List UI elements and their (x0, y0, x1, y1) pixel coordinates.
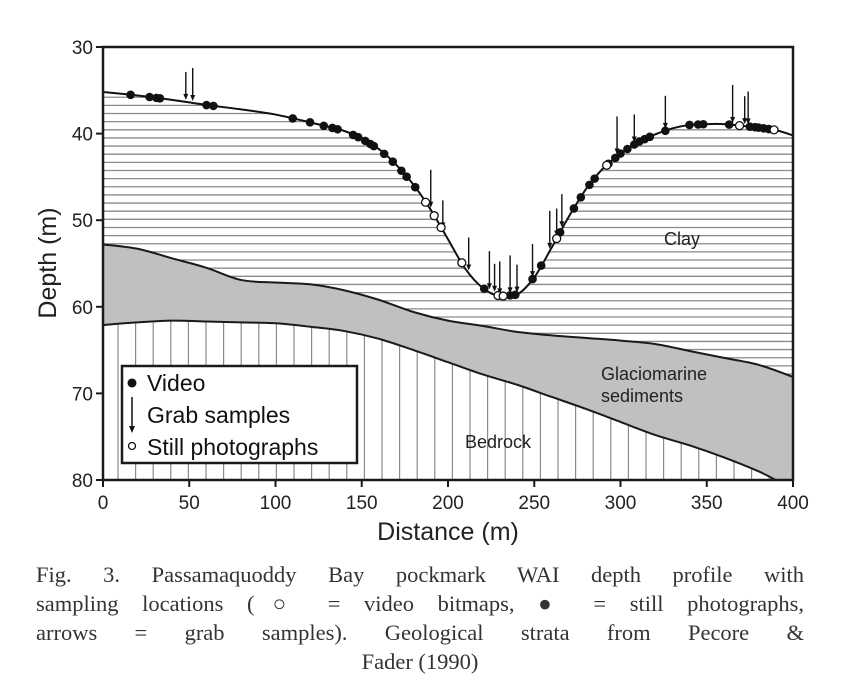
caption-line-2: sampling locations (○ = video bitmaps, ●… (36, 591, 804, 616)
caption-line-4: Fader (1990) (361, 649, 479, 674)
clay-hatch-lines (103, 96, 793, 375)
svg-text:300: 300 (605, 493, 637, 514)
legend: Video Grab samples Still photographs (120, 364, 359, 465)
caption-line-3: arrows = grab samples). Geological strat… (36, 620, 804, 645)
clay-label: Clay (664, 229, 700, 249)
legend-grab-label: Grab samples (147, 402, 290, 428)
figure-caption: Fig. 3. Passamaquoddy Bay pockmark WAI d… (36, 560, 804, 676)
svg-text:200: 200 (432, 493, 464, 514)
svg-text:60: 60 (72, 298, 93, 319)
glaciomarine-top-line (103, 243, 793, 378)
svg-text:70: 70 (72, 384, 93, 405)
svg-text:50: 50 (72, 211, 93, 232)
svg-text:350: 350 (691, 493, 723, 514)
glaciomarine-label: Glaciomarine (601, 364, 707, 384)
svg-text:100: 100 (260, 493, 292, 514)
svg-text:50: 50 (179, 493, 200, 514)
bedrock-top-line (103, 319, 777, 480)
bedrock-label: Bedrock (465, 432, 532, 452)
x-axis-title: Distance (m) (377, 518, 519, 546)
grab-sample-arrows (183, 67, 751, 295)
depth-profile-chart: 30 40 50 60 70 80 0 50 100 150 200 250 300 350 400 Di… (34, 38, 809, 546)
glaciomarine-label-2: sediments (601, 386, 683, 406)
svg-text:40: 40 (72, 125, 93, 146)
y-axis: 30 40 50 60 70 80 (72, 38, 103, 492)
svg-text:250: 250 (518, 493, 550, 514)
still-photo-points (420, 120, 779, 301)
x-axis: 0 50 100 150 200 250 300 350 400 (98, 480, 809, 514)
svg-text:400: 400 (777, 493, 809, 514)
legend-box (120, 364, 359, 465)
legend-video-label: Video (147, 370, 205, 396)
video-legend-marker (127, 378, 137, 388)
y-axis-title: Depth (m) (34, 207, 62, 318)
svg-text:30: 30 (72, 38, 93, 59)
svg-text:150: 150 (346, 493, 378, 514)
caption-line-1: Fig. 3. Passamaquoddy Bay pockmark WAI d… (36, 562, 804, 587)
still-legend-marker (127, 441, 137, 451)
legend-still-label: Still photographs (147, 434, 318, 460)
svg-text:0: 0 (98, 493, 109, 514)
svg-text:80: 80 (72, 471, 93, 492)
grab-legend-arrow-icon (129, 397, 135, 433)
